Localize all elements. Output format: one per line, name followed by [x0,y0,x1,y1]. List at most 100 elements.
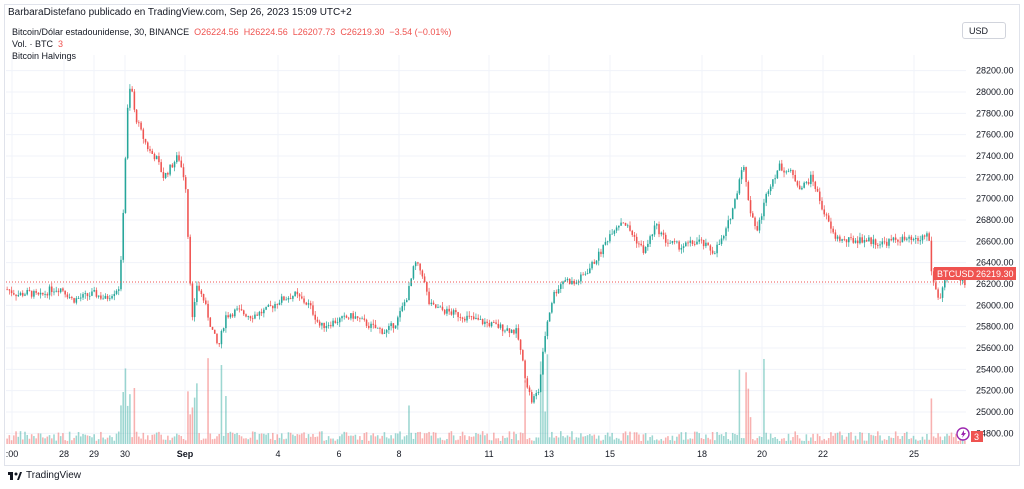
candle-body [301,296,303,299]
volume-bar [414,432,417,444]
time-tick-label: 18 [697,449,707,459]
volume-bar [508,431,511,444]
candle-body [343,315,346,317]
candle-body [15,294,17,297]
volume-bar [292,434,294,444]
candle-body [506,328,508,331]
volume-bar [843,439,846,444]
volume-bar [109,435,111,444]
volume-bar [251,431,254,444]
candle-body [448,308,450,312]
volume-bar [15,431,17,444]
volume-bar [220,365,223,444]
volume-bar [785,440,788,444]
candle-body [113,293,116,297]
volume-bar [461,431,464,444]
candle-body [658,224,660,235]
candle-body [839,236,841,241]
candle-body [848,237,850,243]
volume-bar [807,440,810,444]
candle-body [236,308,238,310]
volume-bar [439,437,442,444]
candle-body [921,235,924,241]
candle-body [484,321,486,325]
volume-bar [921,436,924,444]
volume-bar [848,432,850,444]
candle-body [475,317,477,319]
candle-body [720,238,723,244]
volume-bar [258,433,261,444]
ohlc-change: −3.54 (−0.01%) [389,27,452,37]
candle-body [515,328,517,334]
candle-body [53,291,55,293]
candle-body [899,241,901,243]
volume-bar [441,439,444,444]
volume-bar [767,439,770,444]
candle-body [546,321,549,337]
candle-body [135,109,138,123]
candle-body [584,273,587,275]
candle-body [892,237,895,241]
candle-body [392,323,395,329]
volume-bar [957,440,959,444]
candle-body [863,240,866,243]
candle-body [229,314,232,318]
volume-bar [19,431,22,444]
flash-icon[interactable] [956,427,970,441]
candle-body [571,280,573,285]
time-tick-label: :00 [6,449,19,459]
volume-bar [216,436,218,444]
volume-bar [861,432,863,444]
candle-body [169,164,171,175]
volume-bar [642,434,645,444]
volume-bar [629,431,631,444]
volume-row[interactable]: Vol. · BTC 3 [12,38,451,50]
volume-bar [332,438,334,444]
candle-body [725,228,727,236]
symbol-row[interactable]: Bitcoin/Dólar estadounidense, 30, BINANC… [12,26,451,38]
candle-body [477,317,479,320]
candle-body [245,314,247,317]
candle-body [539,374,542,393]
volume-bar [314,436,316,444]
candle-body [890,239,892,241]
candle-body [138,122,140,124]
candle-body [626,225,629,227]
volume-bar [493,432,495,444]
candle-body [84,293,87,295]
candle-body [859,237,861,244]
price-tick-label: 25400.00 [976,364,1014,374]
volume-bar [372,433,375,444]
candle-body [254,314,256,319]
candle-body [164,172,167,179]
candle-body [73,298,75,303]
candle-body [651,234,654,237]
volume-bar [651,435,654,444]
volume-bar [294,435,296,444]
ohlc-open: O26224.56 [194,27,239,37]
volume-bar [350,435,352,444]
volume-bar [720,434,723,444]
volume-bar [62,433,64,444]
volume-bar [211,439,214,444]
volume-bar [707,437,709,444]
volume-bar [42,437,44,444]
volume-bar [725,432,727,444]
volume-bar [325,440,328,444]
candle-body [568,278,571,285]
volume-bar [97,439,100,444]
candle-body [379,327,381,329]
indicator-row[interactable]: Bitcoin Halvings [12,50,451,62]
volume-bar [814,440,817,444]
volume-bar [928,439,930,444]
volume-bar [747,388,750,444]
candle-body [664,234,667,243]
candle-body [872,239,875,245]
volume-bar [265,434,267,444]
volume-bar [307,434,310,444]
volume-bar [497,438,500,444]
time-tick-label: 30 [120,449,130,459]
currency-button[interactable]: USD [962,22,1006,39]
candle-body [191,283,194,318]
